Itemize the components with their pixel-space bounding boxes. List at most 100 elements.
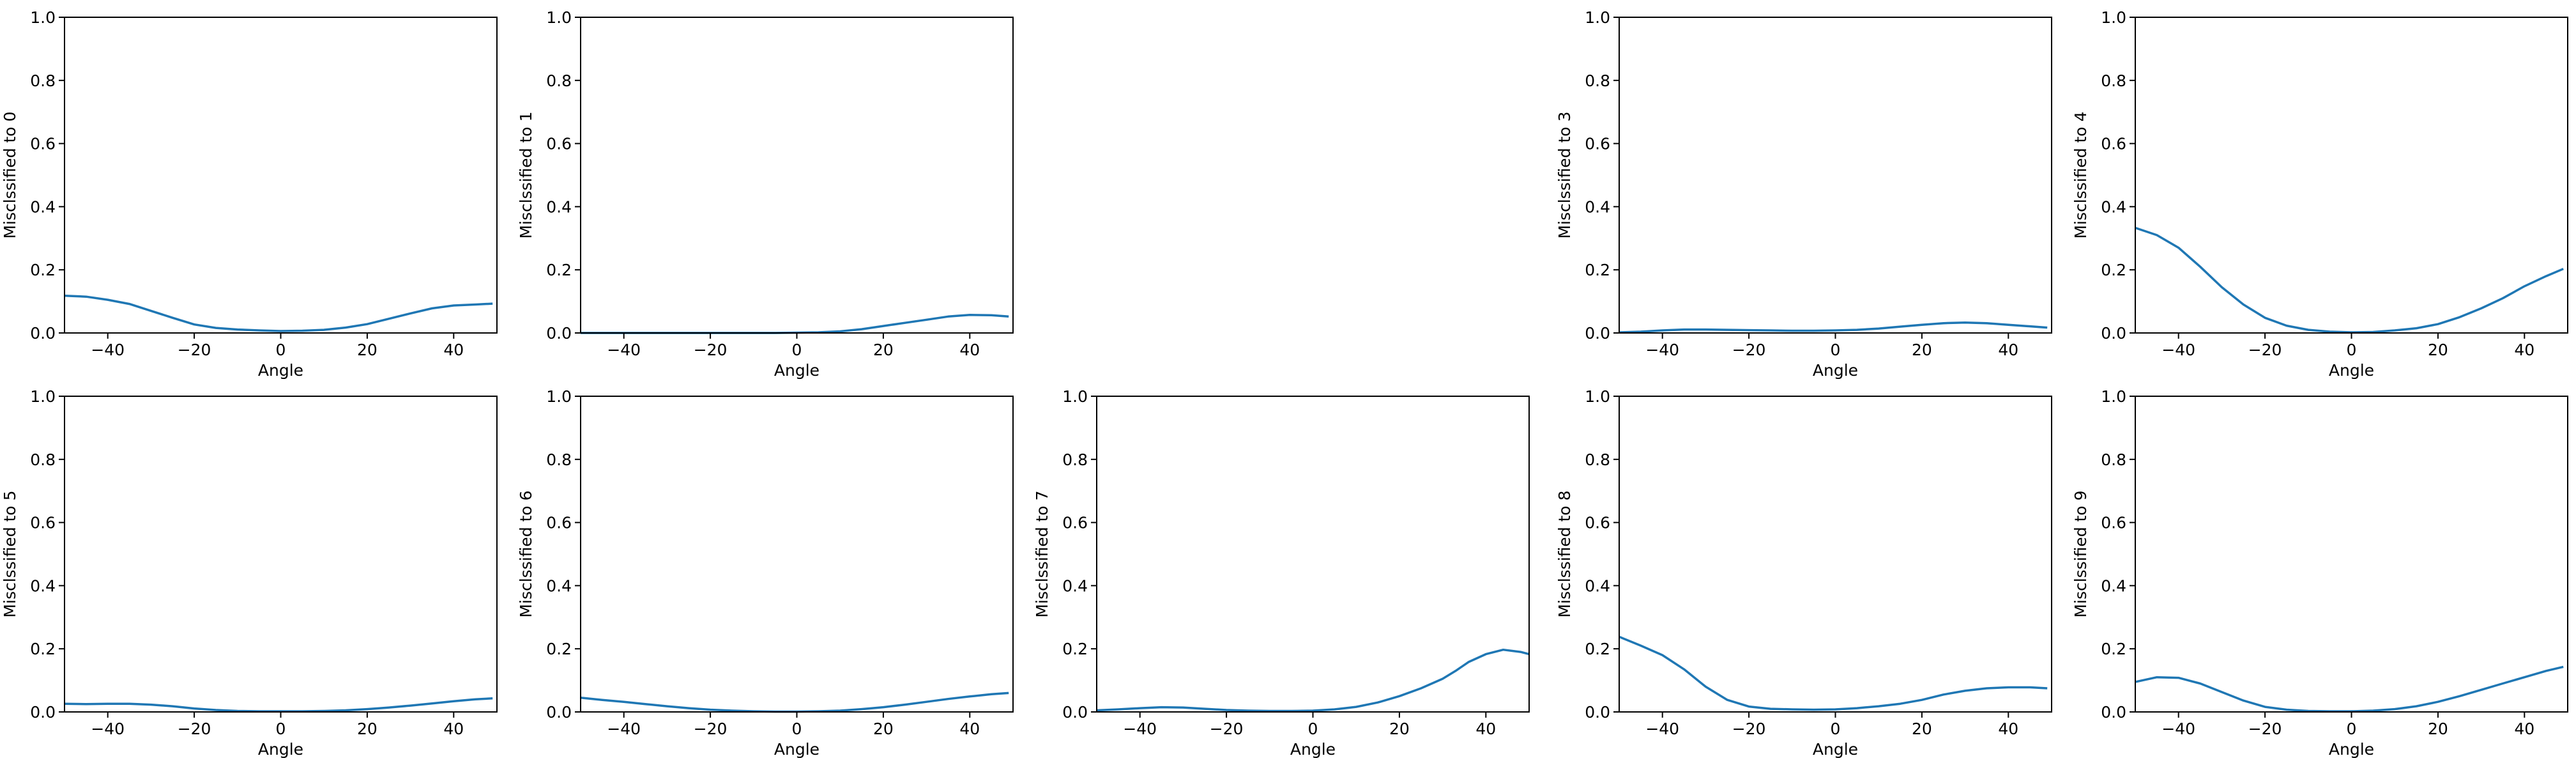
y-tick-label: 1.0	[1585, 387, 1610, 406]
y-tick-label: 0.8	[2101, 451, 2126, 469]
x-tick-label: 0	[1831, 341, 1841, 359]
y-tick-label: 0.2	[30, 261, 56, 279]
x-tick-label: 0	[1308, 720, 1318, 738]
y-tick-label: 0.0	[30, 324, 56, 343]
x-tick-label: −20	[178, 341, 211, 359]
x-tick-label: 40	[1998, 720, 2018, 738]
series-line	[580, 691, 1009, 713]
x-tick-label: −20	[2248, 720, 2282, 738]
axes-frame	[1619, 396, 2052, 713]
x-axis-label: Angle	[258, 361, 303, 380]
x-tick-label: −20	[1210, 720, 1244, 738]
axes-frame	[64, 17, 498, 334]
axes-frame	[1096, 396, 1530, 713]
y-axis-label: Misclssified to 0	[1, 111, 19, 238]
y-tick-label: 0.6	[546, 135, 572, 153]
subplot-8: −40 −20 0 20 40 0.0 0.2 0.4 0.6 0.8 1.0 Angle Miscls…	[2071, 387, 2568, 759]
series-line	[1619, 635, 2048, 711]
y-tick-label: 0.8	[546, 451, 572, 469]
y-tick-label: 0.8	[1585, 451, 1610, 469]
series-line	[2135, 665, 2564, 713]
subplot-1: −40 −20 0 20 40 0.0 0.2 0.4 0.6 0.8 1.0 Angle Miscls…	[517, 8, 1014, 380]
x-axis-label: Angle	[774, 361, 819, 380]
y-tick-label: 0.0	[546, 703, 572, 722]
y-tick-label: 0.6	[30, 514, 56, 532]
y-tick-label: 0.8	[546, 72, 572, 90]
subplot-6: −40 −20 0 20 40 0.0 0.2 0.4 0.6 0.8 1.0 Angle Miscls…	[1033, 387, 1530, 759]
x-tick-label: 0	[276, 341, 286, 359]
x-axis-label: Angle	[1813, 740, 1858, 759]
y-tick-label: 0.4	[2101, 197, 2126, 216]
x-tick-label: 0	[1831, 720, 1841, 738]
x-tick-label: 20	[1912, 341, 1932, 359]
x-tick-label: 40	[443, 341, 464, 359]
y-tick-label: 1.0	[30, 8, 56, 27]
y-tick-label: 0.8	[1062, 451, 1088, 469]
x-tick-label: −40	[607, 720, 641, 738]
series-line	[2135, 226, 2564, 334]
x-tick-label: −40	[91, 720, 125, 738]
y-tick-label: 0.4	[2101, 576, 2126, 595]
subplot-5: −40 −20 0 20 40 0.0 0.2 0.4 0.6 0.8 1.0 Angle Miscls…	[517, 387, 1014, 759]
y-tick-label: 0.6	[2101, 135, 2126, 153]
y-tick-label: 0.4	[1585, 576, 1610, 595]
y-axis-label: Misclssified to 9	[2071, 490, 2090, 617]
y-tick-label: 0.4	[546, 197, 572, 216]
y-axis-label: Misclssified to 4	[2071, 111, 2090, 238]
y-tick-label: 1.0	[1062, 387, 1088, 406]
y-tick-label: 0.4	[1062, 576, 1088, 595]
x-axis-label: Angle	[258, 740, 303, 759]
subplot-3: −40 −20 0 20 40 0.0 0.2 0.4 0.6 0.8 1.0 Angle Miscls…	[2071, 8, 2568, 380]
x-tick-label: 40	[959, 341, 980, 359]
x-tick-label: 40	[2514, 720, 2534, 738]
x-tick-label: 0	[276, 720, 286, 738]
axes-frame	[64, 396, 498, 713]
y-tick-label: 0.2	[2101, 640, 2126, 658]
x-tick-label: −20	[178, 720, 211, 738]
y-tick-label: 0.2	[1062, 640, 1088, 658]
x-tick-label: 40	[443, 720, 464, 738]
y-tick-label: 0.6	[1585, 514, 1610, 532]
axes-frame	[2135, 17, 2568, 334]
y-tick-label: 1.0	[546, 8, 572, 27]
y-tick-label: 1.0	[2101, 8, 2126, 27]
y-tick-label: 0.4	[30, 197, 56, 216]
x-tick-label: 20	[357, 341, 377, 359]
y-tick-label: 1.0	[30, 387, 56, 406]
y-tick-label: 1.0	[2101, 387, 2126, 406]
axes-frame	[2135, 396, 2568, 713]
y-tick-label: 0.0	[1062, 703, 1088, 722]
x-tick-label: −40	[1123, 720, 1157, 738]
axes-frame	[580, 396, 1014, 713]
subplot-7: −40 −20 0 20 40 0.0 0.2 0.4 0.6 0.8 1.0 Angle Miscls…	[1555, 387, 2052, 759]
axes-frame	[1619, 17, 2052, 334]
x-tick-label: 40	[959, 720, 980, 738]
x-axis-label: Angle	[774, 740, 819, 759]
x-tick-label: 0	[792, 720, 802, 738]
series-line	[64, 294, 493, 332]
y-axis-label: Misclssified to 5	[1, 490, 19, 617]
y-tick-label: 0.6	[1585, 135, 1610, 153]
y-tick-label: 0.8	[30, 451, 56, 469]
y-axis-label: Misclssified to 7	[1033, 490, 1051, 617]
y-tick-label: 0.4	[1585, 197, 1610, 216]
y-tick-label: 0.0	[2101, 324, 2126, 343]
series-line	[581, 314, 1009, 334]
subplot-4: −40 −20 0 20 40 0.0 0.2 0.4 0.6 0.8 1.0 Angle Miscls…	[1, 387, 498, 759]
series-line	[64, 697, 493, 713]
x-tick-label: 20	[873, 720, 894, 738]
axes-frame	[580, 17, 1014, 334]
x-tick-label: 0	[2347, 341, 2357, 359]
y-tick-label: 0.2	[1585, 640, 1610, 658]
y-axis-label: Misclssified to 1	[517, 111, 535, 238]
x-tick-label: −20	[1732, 341, 1766, 359]
x-tick-label: 0	[792, 341, 802, 359]
y-tick-label: 0.4	[30, 576, 56, 595]
y-tick-label: 0.2	[546, 261, 572, 279]
x-tick-label: 20	[2428, 341, 2448, 359]
x-axis-label: Angle	[2329, 740, 2374, 759]
x-tick-label: −40	[2161, 720, 2195, 738]
y-tick-label: 0.2	[30, 640, 56, 658]
y-tick-label: 0.0	[2101, 703, 2126, 722]
